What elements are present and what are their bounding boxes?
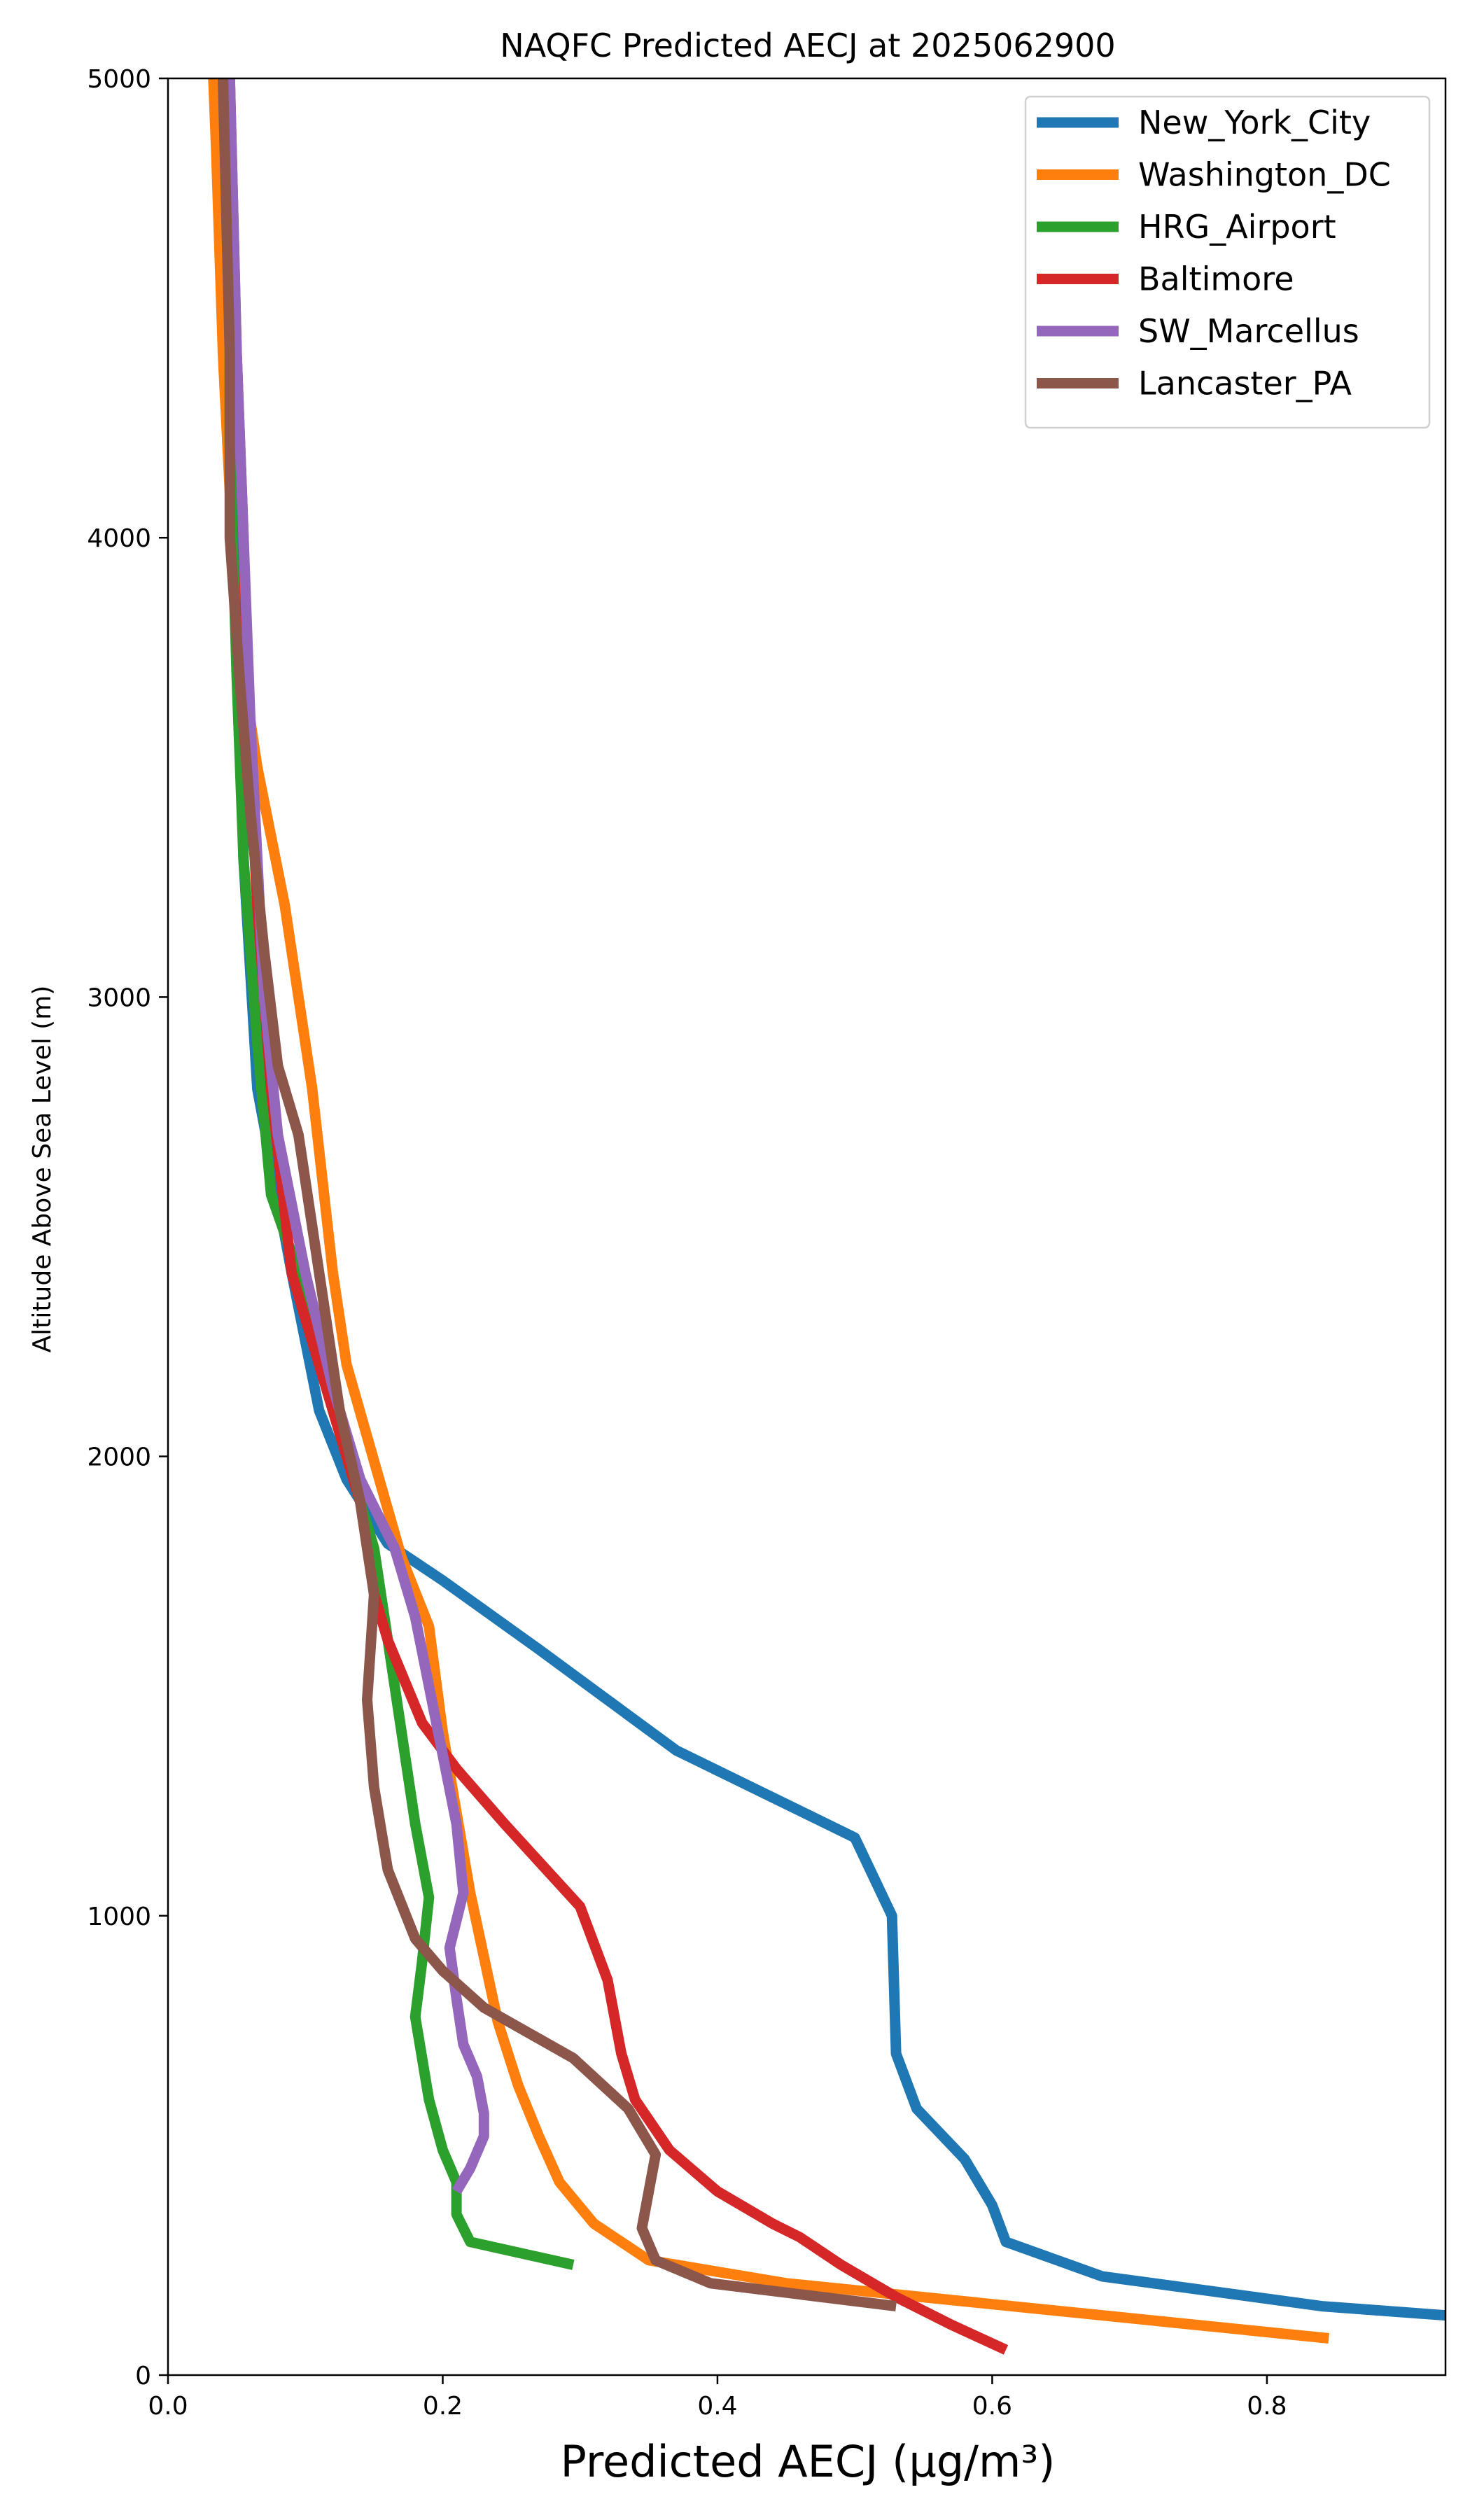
x-tick-label: 0.8 — [1247, 2392, 1287, 2421]
legend-box — [1024, 95, 1431, 429]
x-axis-ticks: 0.0 0.2 0.4 0.6 0.8 — [148, 2375, 1287, 2421]
legend-label: HRG_Airport — [1138, 208, 1336, 246]
series-line-hrg-airport — [224, 78, 575, 2270]
plot-frame — [167, 77, 1447, 2376]
x-tick-label: 0.0 — [148, 2392, 188, 2421]
legend-label: New_York_City — [1138, 104, 1371, 141]
legend-label: Baltimore — [1138, 260, 1294, 298]
x-tick-label: 0.4 — [697, 2392, 737, 2421]
x-tick-label: 0.6 — [972, 2392, 1012, 2421]
legend: New_York_City Washington_DC HRG_Airport Bal… — [1024, 95, 1431, 429]
series-line-lancaster-pa — [218, 78, 897, 2312]
x-axis-label: Predicted AECJ (μg/m³) — [561, 2436, 1056, 2487]
y-tick-label: 5000 — [87, 65, 151, 94]
y-tick-label: 4000 — [87, 524, 151, 553]
x-tick-label: 0.2 — [423, 2392, 463, 2421]
legend-label: Washington_DC — [1138, 156, 1391, 194]
y-axis-ticks: 0 1000 2000 3000 4000 5000 — [87, 65, 168, 2390]
y-axis-label: Altitude Above Sea Level (m) — [28, 986, 57, 1353]
series-lines — [208, 78, 1446, 2355]
legend-label: SW_Marcellus — [1138, 312, 1359, 350]
y-tick-label: 1000 — [87, 1903, 151, 1931]
y-tick-label: 0 — [135, 2362, 151, 2390]
y-tick-label: 2000 — [87, 1443, 151, 1472]
chart-title: NAQFC Predicted AECJ at 2025062900 — [500, 27, 1115, 64]
legend-label: Lancaster_PA — [1138, 365, 1352, 402]
y-tick-label: 3000 — [87, 983, 151, 1012]
